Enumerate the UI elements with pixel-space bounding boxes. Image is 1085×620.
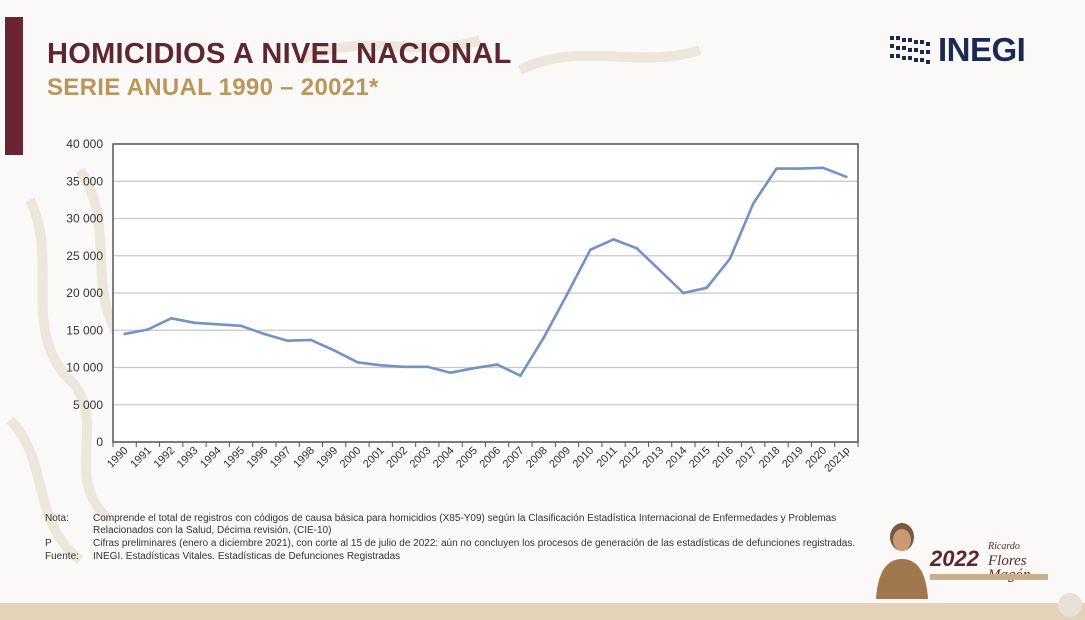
x-tick-label: 1999 [314, 445, 340, 471]
note-label: P [45, 538, 52, 549]
y-tick-label: 35 000 [66, 174, 103, 188]
data-point [798, 167, 802, 170]
badge-strip [930, 574, 1048, 580]
x-tick-label: 1990 [105, 445, 131, 471]
note-row: Fuente: INEGI. Estadísticas Vitales. Est… [45, 551, 875, 563]
x-tick-label: 2006 [477, 445, 503, 471]
data-point [612, 238, 615, 241]
x-tick-label: 1998 [291, 445, 317, 471]
data-point [239, 324, 243, 328]
note-label: Fuente: [45, 551, 79, 562]
note-text: INEGI. Estadísticas Vitales. Estadística… [93, 551, 401, 562]
portrait-illustration [876, 523, 928, 599]
page-subtitle: SERIE ANUAL 1990 – 20021* [47, 74, 379, 101]
y-tick-label: 0 [96, 435, 103, 449]
x-tick-label: 2021p [822, 445, 852, 475]
data-point [705, 286, 708, 290]
badge-name-line: Flores [988, 553, 1027, 569]
x-tick-label: 1995 [221, 445, 247, 471]
series-line [124, 166, 847, 378]
note-text: Comprende el total de registros con códi… [93, 513, 837, 536]
data-point [449, 371, 452, 375]
x-tick-label: 2000 [338, 445, 364, 471]
y-tick-label: 20 000 [66, 286, 103, 300]
x-tick-label: 2009 [547, 445, 573, 471]
data-point [193, 321, 196, 325]
x-tick-label: 2007 [501, 445, 527, 471]
inegi-logo-icon [890, 36, 930, 64]
data-point [845, 175, 848, 179]
data-point [123, 332, 126, 336]
note-row: Nota: Comprende el total de registros co… [45, 513, 875, 537]
y-tick-label: 10 000 [66, 361, 103, 375]
seal-icon [1058, 593, 1082, 617]
x-tick-label: 2004 [431, 445, 457, 471]
x-tick-label: 2003 [408, 445, 434, 471]
x-tick-label: 2002 [384, 445, 410, 471]
footnotes: Nota: Comprende el total de registros co… [45, 513, 875, 564]
x-tick-label: 2012 [617, 445, 643, 471]
data-point [519, 374, 522, 377]
x-tick-label: 1992 [152, 445, 178, 471]
data-point [472, 366, 476, 370]
inegi-logo: INEGI [890, 31, 1026, 68]
data-point [775, 167, 778, 170]
data-point [821, 166, 825, 170]
data-point [751, 202, 755, 205]
data-point [658, 269, 662, 272]
y-tick-label: 15 000 [66, 323, 103, 337]
data-point [588, 248, 592, 252]
x-tick-label: 2005 [454, 445, 480, 471]
y-tick-label: 25 000 [66, 249, 103, 263]
data-point [402, 365, 406, 369]
note-label: Nota: [45, 513, 69, 524]
inegi-logo-text: INEGI [938, 31, 1026, 68]
data-point [169, 317, 173, 320]
data-point [263, 332, 266, 336]
page-title: HOMICIDIOS A NIVEL NACIONAL [47, 38, 512, 70]
data-point [356, 360, 359, 364]
x-tick-label: 1993 [175, 445, 201, 471]
x-tick-label: 2014 [664, 445, 690, 471]
x-tick-label: 2018 [757, 445, 783, 471]
y-tick-label: 40 000 [66, 137, 103, 151]
y-tick-label: 5 000 [73, 398, 103, 412]
x-tick-label: 1997 [268, 445, 294, 471]
data-point [309, 338, 313, 342]
x-tick-label: 2001 [361, 445, 387, 471]
data-point [682, 291, 685, 295]
x-tick-label: 1996 [245, 445, 271, 471]
badge-name-line: Ricardo [988, 541, 1020, 552]
data-point [286, 339, 289, 342]
x-tick-label: 2019 [780, 445, 806, 471]
data-point [216, 322, 220, 326]
x-tick-label: 2010 [571, 445, 597, 471]
x-tick-label: 2015 [687, 445, 713, 471]
data-point [146, 328, 150, 331]
x-tick-label: 2017 [734, 445, 760, 471]
accent-bar [5, 17, 23, 155]
data-point [542, 336, 546, 340]
bottom-strip [0, 603, 1085, 620]
x-tick-label: 1994 [198, 445, 224, 471]
data-point [425, 365, 429, 369]
x-tick-label: 2016 [710, 445, 736, 471]
data-point [379, 363, 383, 367]
x-tick-label: 2011 [594, 445, 619, 470]
x-tick-label: 2008 [524, 445, 550, 471]
y-tick-label: 30 000 [66, 212, 103, 226]
data-point [495, 363, 499, 366]
note-text: Cifras preliminares (enero a diciembre 2… [93, 538, 856, 549]
note-row: P Cifras preliminares (enero a diciembre… [45, 538, 875, 550]
data-point [728, 257, 732, 261]
x-tick-label: 1991 [128, 445, 154, 471]
data-point [635, 247, 639, 250]
data-point [332, 349, 336, 352]
data-point [565, 293, 569, 296]
badge-year: 2022 [930, 546, 979, 571]
x-tick-label: 2013 [640, 445, 666, 471]
